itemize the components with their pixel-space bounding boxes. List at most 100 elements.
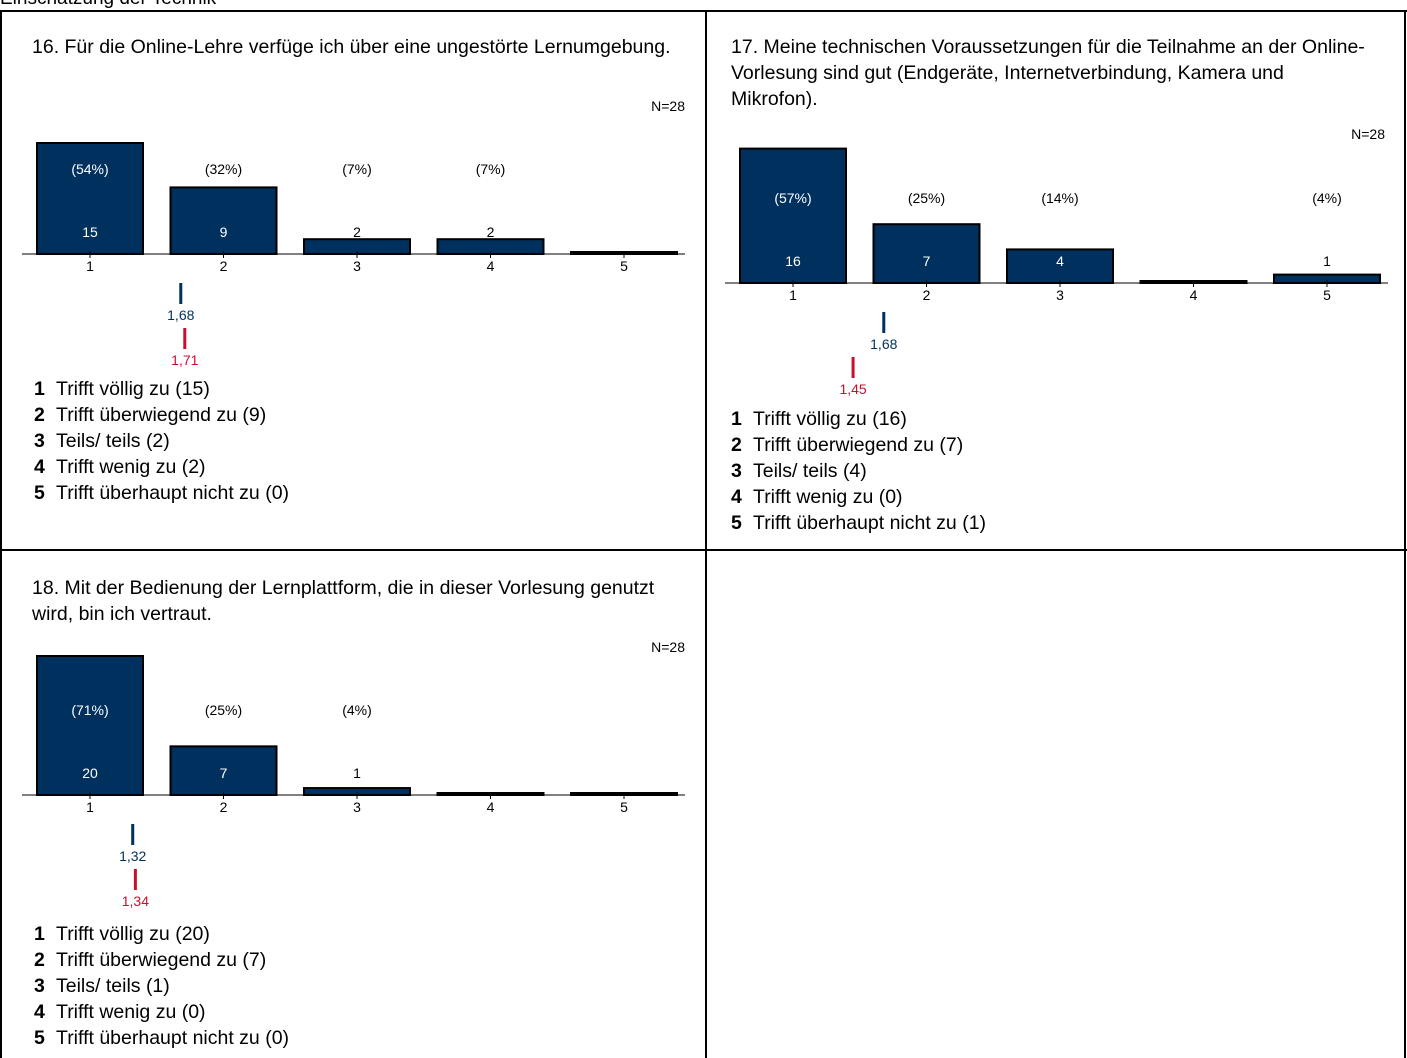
legend-item: 2 Trifft überwiegend zu (9)	[34, 402, 289, 428]
percent-label: (4%)	[1312, 190, 1342, 206]
legend-item: 5 Trifft überhaupt nicht zu (0)	[34, 1025, 289, 1051]
legend-number: 4	[34, 1001, 45, 1023]
page-header-text: Einschätzung der Technik	[0, 0, 216, 10]
legend-text: Trifft überwiegend zu (7)	[56, 949, 267, 971]
percent-label: (25%)	[205, 702, 242, 718]
count-label: 1	[353, 765, 361, 781]
n-label: N=28	[1351, 126, 1385, 142]
count-label: 4	[1056, 253, 1064, 269]
legend-number: 3	[731, 460, 742, 482]
legend-item: 1 Trifft völlig zu (20)	[34, 921, 289, 947]
legend-item: 3 Teils/ teils (4)	[731, 458, 986, 484]
legend-text: Trifft überwiegend zu (9)	[56, 404, 267, 426]
mean-label: 1,68	[167, 307, 194, 323]
count-label: 2	[487, 224, 495, 240]
bar	[169, 186, 278, 255]
bar	[739, 147, 847, 284]
legend-number: 3	[34, 430, 45, 452]
legend-number: 2	[731, 434, 742, 456]
x-tick-label: 4	[487, 799, 495, 815]
reference-label: 1,45	[839, 381, 866, 397]
question-title: 18. Mit der Bedienung der Lernplattform,…	[32, 577, 655, 625]
legend: 1 Trifft völlig zu (20) 2 Trifft überwiege…	[34, 921, 289, 1051]
count-label: 2	[353, 224, 361, 240]
bar	[872, 223, 981, 284]
x-tick-label: 3	[353, 258, 361, 274]
grid-border-top	[0, 10, 1407, 12]
legend-text: Teils/ teils (1)	[56, 975, 170, 997]
percent-label: (14%)	[1041, 190, 1078, 206]
x-tick-label: 3	[1056, 287, 1064, 303]
grid-border-right	[1404, 10, 1406, 1058]
legend-item: 3 Teils/ teils (1)	[34, 973, 289, 999]
legend-text: Trifft völlig zu (16)	[753, 408, 907, 430]
legend-item: 1 Trifft völlig zu (15)	[34, 376, 289, 402]
legend-item: 2 Trifft überwiegend zu (7)	[731, 432, 986, 458]
legend-number: 4	[731, 486, 742, 508]
legend-item: 4 Trifft wenig zu (0)	[34, 999, 289, 1025]
count-label: 16	[785, 253, 801, 269]
bar	[169, 745, 278, 797]
percent-label: (32%)	[205, 161, 242, 177]
legend: 1 Trifft völlig zu (16) 2 Trifft überwiege…	[731, 406, 986, 536]
legend-number: 5	[731, 512, 742, 534]
mean-label: 1,68	[870, 336, 897, 352]
x-tick-label: 2	[220, 258, 228, 274]
question-panel-17: 17. Meine technischen Voraussetzungen fü…	[705, 12, 1405, 549]
percent-label: (71%)	[71, 702, 108, 718]
x-tick-label: 2	[923, 287, 931, 303]
legend-text: Trifft überhaupt nicht zu (1)	[753, 512, 987, 534]
legend-item: 4 Trifft wenig zu (0)	[731, 484, 986, 510]
legend-text: Trifft völlig zu (20)	[56, 923, 210, 945]
reference-label: 1,34	[122, 893, 149, 909]
count-label: 9	[220, 224, 228, 240]
grid-border-left	[0, 10, 2, 1058]
legend-text: Teils/ teils (2)	[56, 430, 170, 452]
x-tick-label: 5	[620, 258, 628, 274]
x-tick-label: 5	[620, 799, 628, 815]
x-tick-label: 4	[487, 258, 495, 274]
percent-label: (7%)	[476, 161, 506, 177]
x-tick-label: 4	[1190, 287, 1198, 303]
x-tick-label: 3	[353, 799, 361, 815]
legend-item: 3 Teils/ teils (2)	[34, 428, 289, 454]
legend-text: Trifft überwiegend zu (7)	[753, 434, 964, 456]
legend-text: Trifft überhaupt nicht zu (0)	[56, 1027, 290, 1049]
percent-label: (25%)	[908, 190, 945, 206]
legend-item: 1 Trifft völlig zu (16)	[731, 406, 986, 432]
question-title: 17. Meine technischen Voraussetzungen fü…	[731, 36, 1365, 110]
legend-number: 1	[34, 923, 45, 945]
legend: 1 Trifft völlig zu (15) 2 Trifft überwiege…	[34, 376, 289, 506]
bar	[36, 655, 144, 796]
legend-number: 5	[34, 482, 45, 504]
x-tick-label: 1	[86, 799, 94, 815]
n-label: N=28	[651, 98, 685, 114]
legend-number: 2	[34, 949, 45, 971]
count-label: 7	[220, 765, 228, 781]
question-title: 16. Für die Online-Lehre verfüge ich übe…	[32, 36, 671, 58]
legend-item: 5 Trifft überhaupt nicht zu (1)	[731, 510, 986, 536]
legend-number: 3	[34, 975, 45, 997]
legend-text: Trifft wenig zu (2)	[56, 456, 206, 478]
legend-number: 5	[34, 1027, 45, 1049]
count-label: 15	[82, 224, 98, 240]
bar-chart: 1 (71%) 20 2 (25%) 7 3 (4%) 1 4 5 1,32 1,34	[22, 655, 685, 909]
question-panel-16: 16. Für die Online-Lehre verfüge ich übe…	[0, 12, 705, 549]
bar-chart: 1 (57%) 16 2 (25%) 7 3 (14%) 4 4 5 (4%) 1 1,68 1,45	[725, 147, 1388, 397]
legend-number: 1	[731, 408, 742, 430]
percent-label: (7%)	[342, 161, 372, 177]
grid-divider-vertical	[705, 10, 707, 1058]
x-tick-label: 5	[1323, 287, 1331, 303]
percent-label: (4%)	[342, 702, 372, 718]
n-label: N=28	[651, 639, 685, 655]
count-label: 20	[82, 765, 98, 781]
question-panel-18: 18. Mit der Bedienung der Lernplattform,…	[0, 551, 705, 1058]
legend-text: Trifft wenig zu (0)	[753, 486, 903, 508]
bar	[1006, 248, 1114, 284]
legend-text: Trifft wenig zu (0)	[56, 1001, 206, 1023]
reference-label: 1,71	[171, 352, 198, 368]
legend-text: Teils/ teils (4)	[753, 460, 867, 482]
legend-number: 2	[34, 404, 45, 426]
count-label: 1	[1323, 253, 1331, 269]
legend-number: 1	[34, 378, 45, 400]
